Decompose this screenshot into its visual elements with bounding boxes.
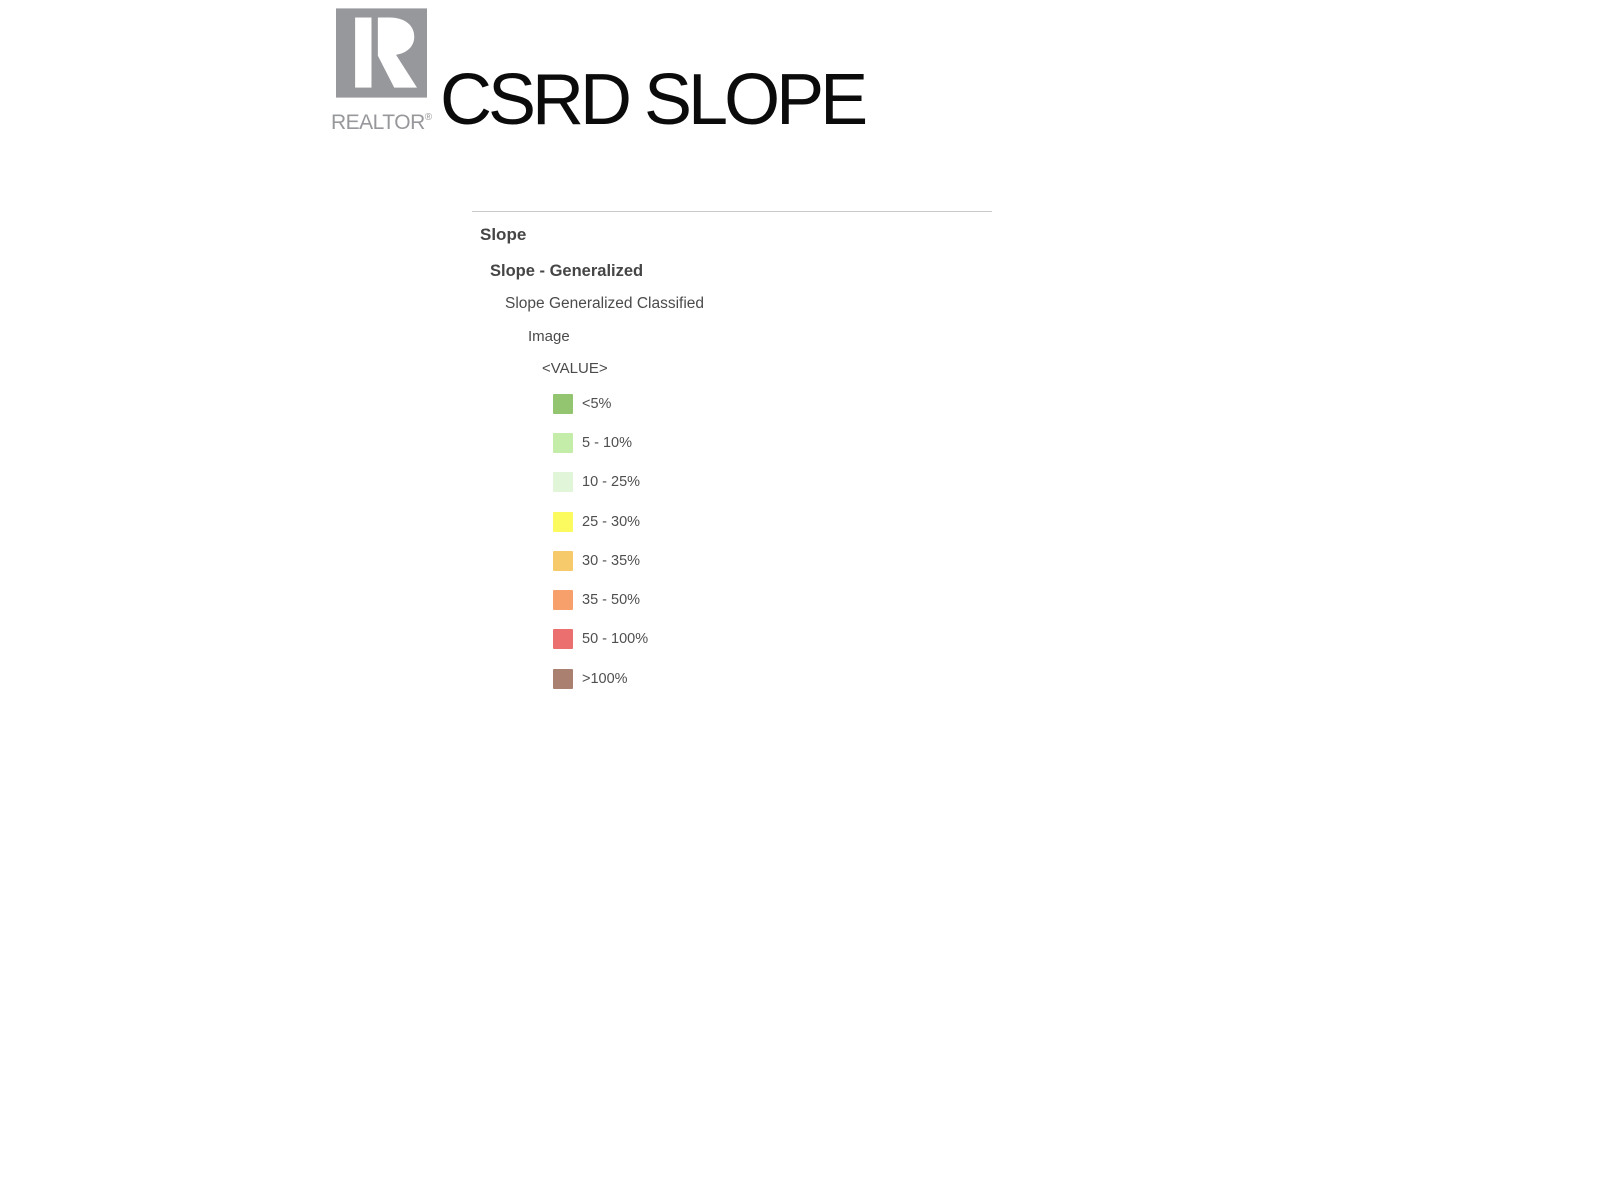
legend-label: 35 - 50%	[582, 592, 641, 609]
layer-slope-generalized: Slope - Generalized	[490, 262, 644, 280]
legend-swatch	[553, 550, 573, 571]
legend-label: <5%	[582, 395, 612, 412]
legend-swatch	[553, 629, 573, 650]
legend-row: 50 - 100%	[472, 620, 992, 659]
legend-divider	[472, 211, 992, 212]
legend-swatch	[553, 511, 573, 532]
legend-row: <5%	[472, 384, 992, 423]
legend-row: 25 - 30%	[472, 502, 992, 541]
legend-label: 25 - 30%	[582, 513, 641, 530]
realtor-wordmark: REALTOR®	[331, 105, 432, 136]
realtor-r-icon	[336, 8, 427, 98]
legend-row: 30 - 35%	[472, 541, 992, 580]
legend-label: >100%	[582, 670, 628, 687]
legend-swatch	[553, 668, 573, 689]
layer-image: Image	[528, 328, 570, 345]
realtor-logo: REALTOR®	[331, 8, 435, 134]
legend-label: 10 - 25%	[582, 474, 641, 491]
legend-swatch	[553, 590, 573, 611]
page-title: CSRD SLOPE	[440, 60, 868, 140]
map-legend: Slope Slope - Generalized Slope Generali…	[472, 211, 992, 698]
legend-swatch	[553, 472, 573, 493]
legend-row: 10 - 25%	[472, 463, 992, 502]
legend-swatch	[553, 393, 573, 414]
legend-swatch	[553, 432, 573, 453]
legend-row: 5 - 10%	[472, 423, 992, 462]
registered-trademark-symbol: ®	[424, 112, 433, 123]
legend-label: 30 - 35%	[582, 552, 641, 569]
legend-label: 5 - 10%	[582, 434, 632, 451]
layer-slope-generalized-classified: Slope Generalized Classified	[505, 295, 705, 312]
legend-row: 35 - 50%	[472, 580, 992, 619]
realtor-wordmark-text: REALTOR	[331, 111, 425, 134]
layer-slope: Slope	[480, 225, 527, 244]
legend-label: 50 - 100%	[582, 631, 649, 648]
legend-row: >100%	[472, 659, 992, 698]
legend-class-list: <5% 5 - 10% 10 - 25% 25 - 30% 30 - 35% 3…	[472, 384, 992, 698]
layer-value-field: <VALUE>	[542, 360, 608, 377]
